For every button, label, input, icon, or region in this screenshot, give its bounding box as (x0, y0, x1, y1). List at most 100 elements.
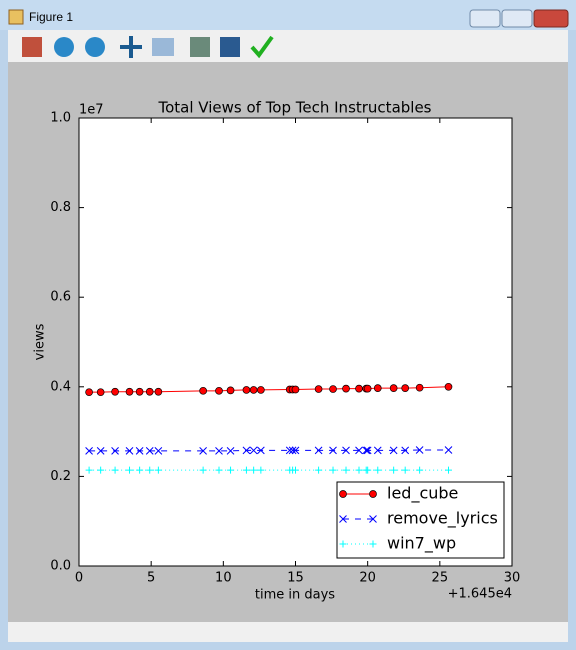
marker (401, 446, 410, 455)
x-tick-label: 0 (75, 571, 83, 586)
close-button[interactable] (533, 9, 569, 28)
marker (154, 466, 162, 474)
marker (85, 466, 93, 474)
subplots-button[interactable] (190, 37, 210, 57)
marker (363, 446, 372, 455)
marker (145, 387, 154, 396)
marker (389, 446, 398, 455)
marker (416, 466, 424, 474)
marker (257, 466, 265, 474)
marker (363, 384, 372, 393)
window-title: Figure 1 (29, 10, 73, 24)
marker (215, 466, 223, 474)
legend-marker (369, 515, 377, 523)
x-tick-label: 30 (504, 571, 521, 586)
x-tick-label: 10 (215, 571, 232, 586)
save-button[interactable] (220, 37, 240, 57)
back-button[interactable] (54, 37, 74, 57)
marker (373, 384, 382, 392)
legend-marker (339, 515, 347, 523)
marker (415, 383, 424, 392)
marker (227, 466, 235, 474)
marker (199, 466, 207, 474)
marker (355, 466, 363, 474)
marker (315, 466, 323, 474)
marker (242, 446, 251, 455)
x-tick-label: 25 (432, 571, 449, 586)
marker (292, 466, 299, 474)
legend-marker (339, 490, 347, 498)
marker (444, 446, 453, 454)
marker (242, 466, 250, 474)
x-offset-label: +1.645e4 (448, 587, 512, 602)
marker (135, 387, 144, 396)
legend-label: remove_lyrics (387, 509, 498, 529)
marker (96, 447, 105, 455)
marker (242, 386, 251, 394)
marker (226, 447, 235, 455)
legend-label: win7_wp (387, 534, 456, 554)
marker (226, 386, 235, 395)
edit-button[interactable] (250, 35, 274, 59)
y-tick-label: 0.6 (50, 290, 71, 305)
marker (329, 466, 337, 474)
marker (257, 386, 265, 394)
marker (136, 466, 144, 474)
marker (126, 466, 134, 474)
marker (342, 466, 350, 474)
axes-frame (78, 117, 513, 567)
marker (314, 385, 323, 393)
marker (374, 466, 382, 474)
series-line (89, 449, 449, 452)
legend-marker (369, 490, 377, 498)
marker (199, 386, 207, 395)
marker (135, 447, 144, 455)
legend: led_cube remove_lyrics win7_wp (336, 481, 505, 559)
marker (342, 384, 350, 393)
legend-marker (339, 540, 347, 548)
y-tick-label: 0.4 (50, 379, 71, 394)
x-axis-label: time in days (255, 588, 335, 603)
marker (362, 446, 371, 455)
marker (401, 384, 410, 392)
marker (111, 447, 119, 455)
marker (146, 466, 154, 474)
marker (257, 446, 265, 455)
marker (355, 384, 363, 393)
marker (444, 382, 453, 391)
legend-box (336, 481, 505, 559)
marker (215, 386, 223, 395)
marker (154, 387, 163, 396)
marker (355, 446, 363, 455)
app-icon (8, 9, 24, 25)
legend-label: led_cube (387, 484, 458, 504)
toolbar (22, 35, 274, 59)
marker (145, 447, 154, 455)
marker (373, 446, 382, 455)
marker (111, 466, 119, 474)
marker (96, 388, 105, 397)
marker (249, 446, 258, 455)
marker (288, 446, 297, 455)
y-tick-label: 0.8 (50, 200, 71, 215)
marker (125, 447, 134, 455)
marker (415, 446, 424, 454)
marker (97, 466, 105, 474)
pan-button[interactable] (120, 36, 142, 58)
maximize-button[interactable] (501, 9, 533, 28)
zoom-button[interactable] (152, 38, 174, 56)
x-tick-label: 20 (359, 571, 376, 586)
marker (401, 466, 409, 474)
y-tick-label: 0.0 (50, 559, 71, 574)
home-button[interactable] (22, 37, 42, 57)
y-tick-label: 1.0 (50, 111, 71, 126)
marker (444, 466, 452, 474)
forward-button[interactable] (85, 37, 105, 57)
minimize-button[interactable] (469, 9, 501, 28)
chart-title: Total Views of Top Tech Instructables (157, 99, 431, 117)
status-bar (8, 622, 568, 642)
marker (125, 387, 134, 396)
y-axis-label: views (33, 323, 48, 360)
y-tick-label: 0.2 (50, 469, 71, 484)
